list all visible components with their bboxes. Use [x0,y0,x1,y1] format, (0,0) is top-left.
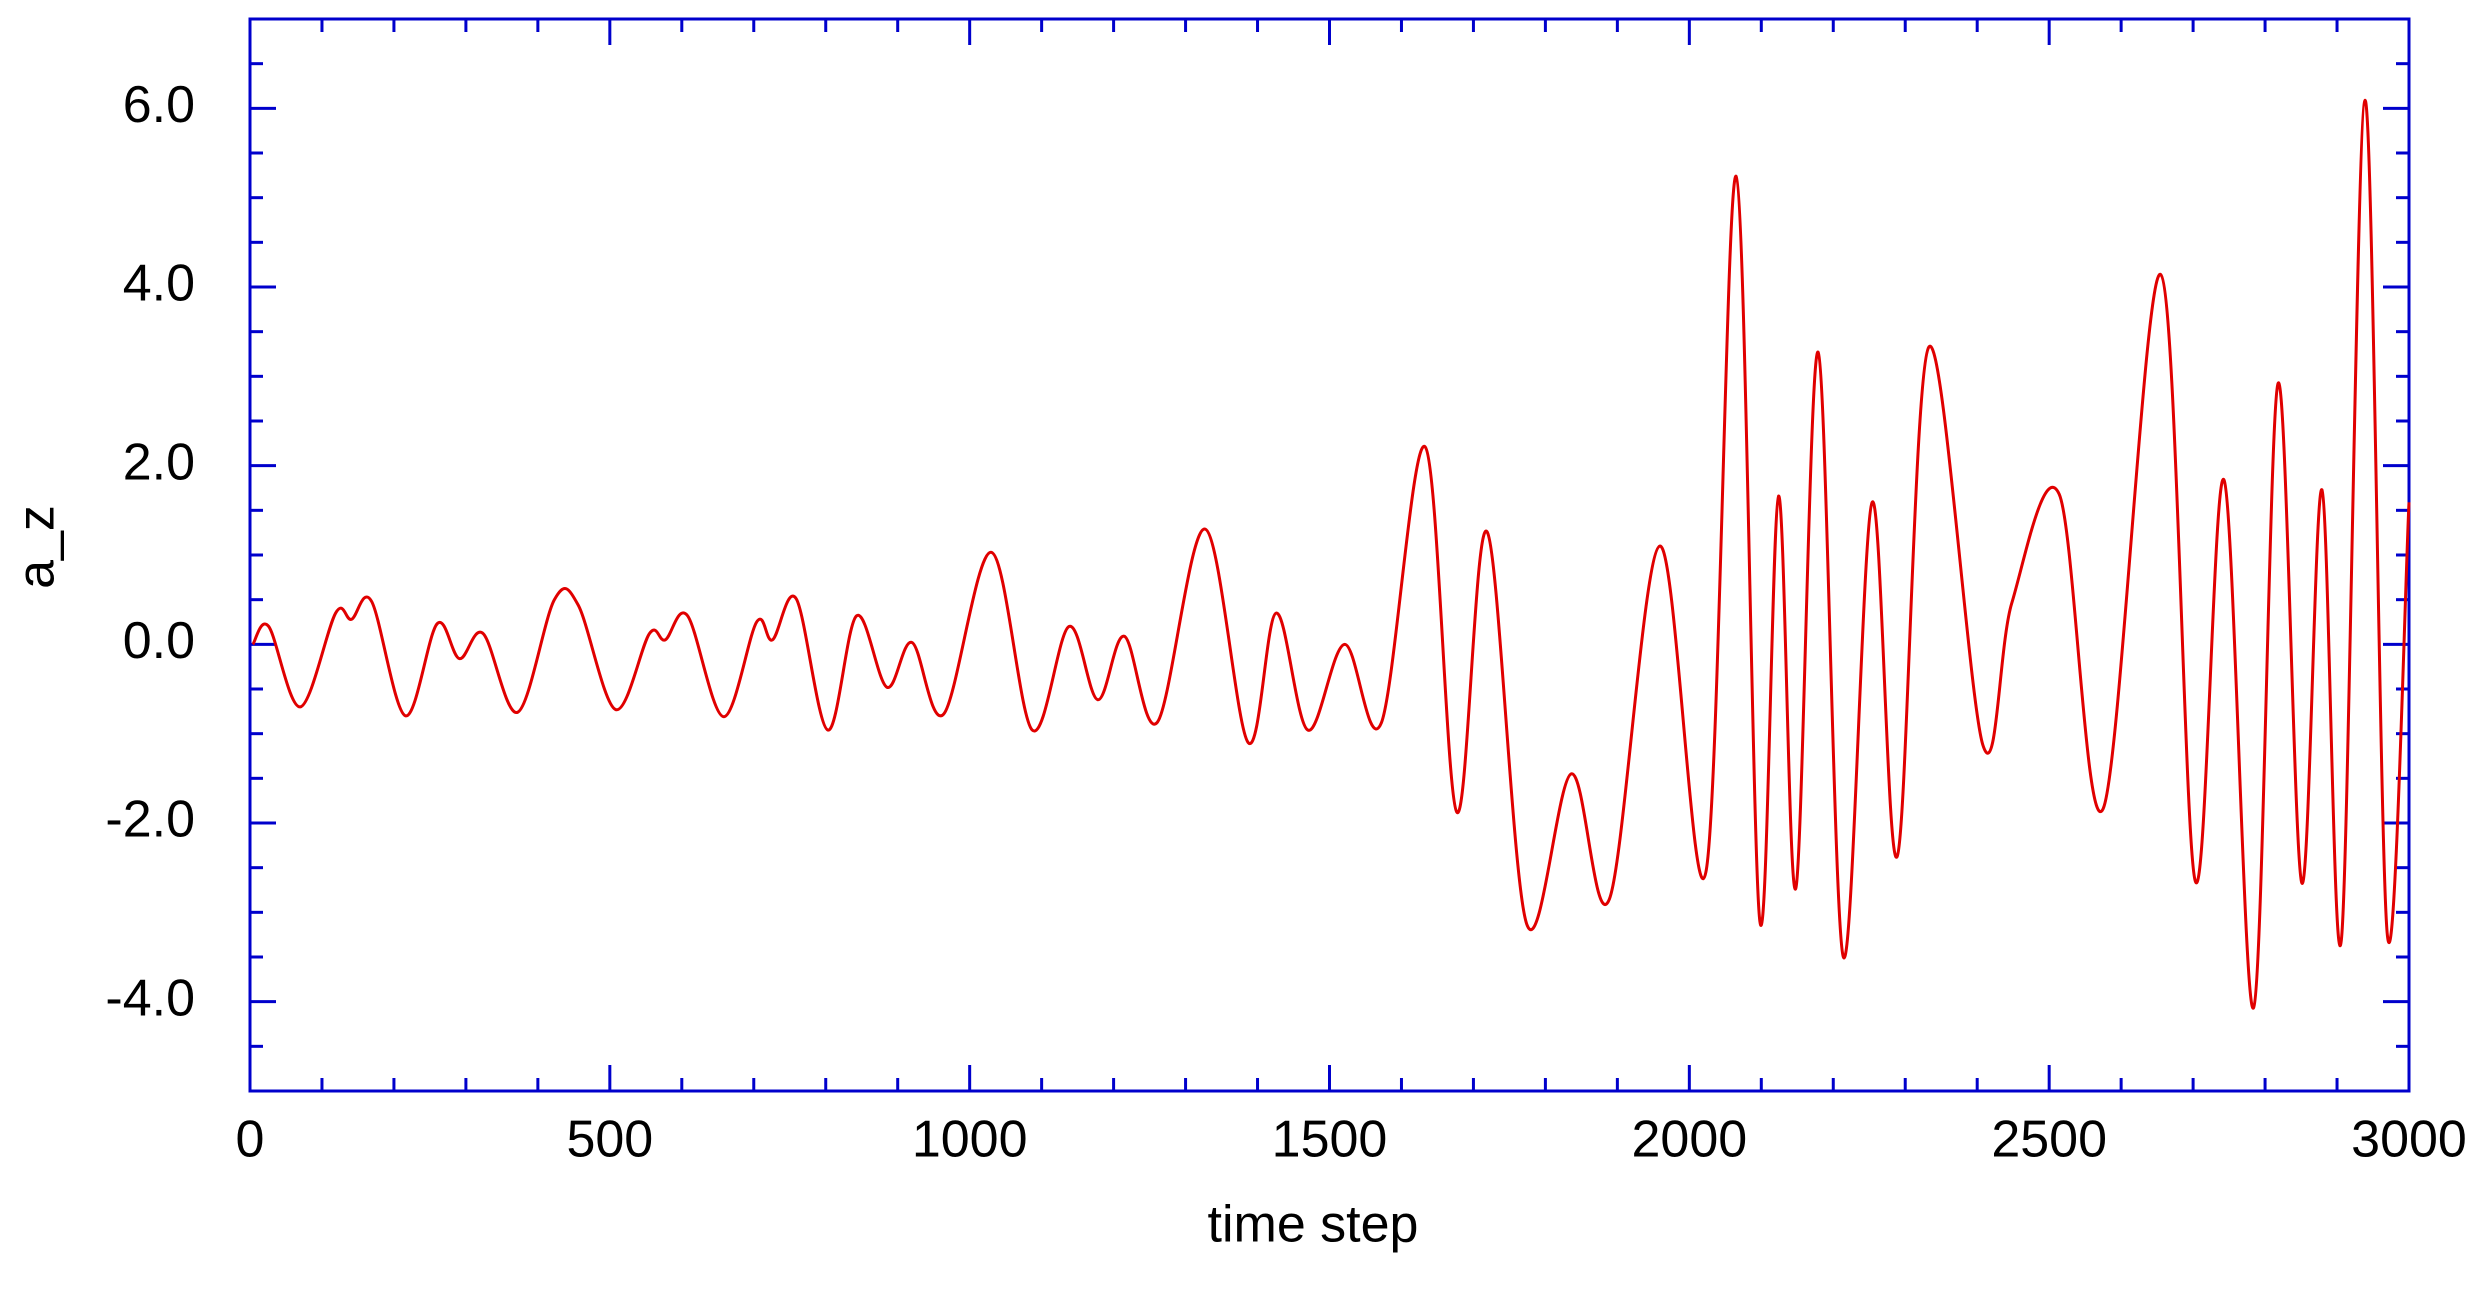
y-tick-label: -2.0 [105,791,195,849]
x-tick-label: 0 [236,1111,265,1169]
data-line [251,98,2411,1010]
y-axis-label: a_z [8,505,66,589]
x-tick-label: 2000 [1631,1111,1747,1169]
y-tick-label: 6.0 [123,76,195,134]
x-axis-label: time step [1208,1196,1419,1254]
x-tick-label: 1000 [912,1111,1028,1169]
x-tick-label: 2500 [1991,1111,2107,1169]
plot-frame [248,17,2411,1093]
y-tick-label: 2.0 [123,433,195,491]
x-tick-label: 500 [566,1111,653,1169]
x-tick-label: 3000 [2351,1111,2467,1169]
x-tick-label: 1500 [1272,1111,1388,1169]
y-tick-label: 4.0 [123,255,195,313]
y-tick-label: 0.0 [123,612,195,670]
y-tick-label: -4.0 [105,969,195,1027]
